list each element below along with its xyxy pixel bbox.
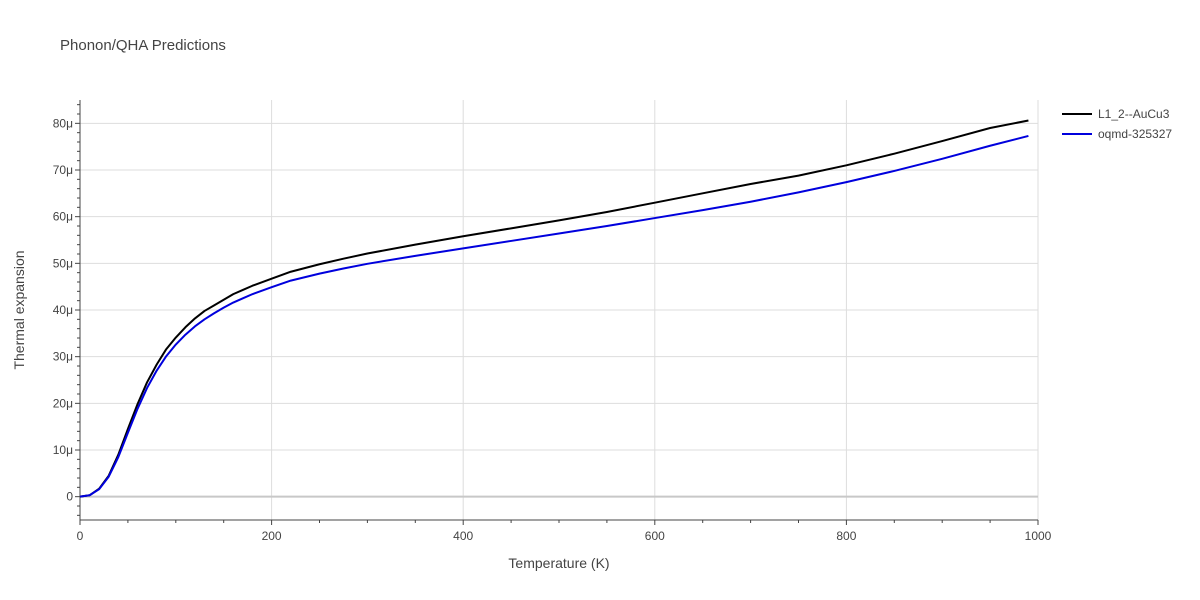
legend-item-2[interactable]: oqmd-325327 — [1062, 127, 1172, 141]
series-line-2[interactable] — [79, 134, 1029, 498]
series-line-1[interactable] — [79, 119, 1029, 498]
x-tick-label: 1000 — [1025, 529, 1052, 543]
y-axis-title: Thermal expansion — [11, 250, 27, 369]
legend-label: oqmd-325327 — [1098, 127, 1172, 141]
grid — [80, 100, 1039, 520]
y-tick-label: 20μ — [53, 396, 73, 410]
y-tick-label: 30μ — [53, 350, 73, 364]
x-tick-label: 400 — [453, 529, 473, 543]
x-tick-label: 200 — [262, 529, 282, 543]
y-tick-label: 0 — [66, 490, 73, 504]
y-tick-label: 70μ — [53, 163, 73, 177]
y-tick-label: 40μ — [53, 303, 73, 317]
legend-label: L1_2--AuCu3 — [1098, 107, 1170, 121]
legend-item-1[interactable]: L1_2--AuCu3 — [1062, 107, 1170, 121]
x-axis-title: Temperature (K) — [508, 555, 609, 571]
y-tick-label: 60μ — [53, 210, 73, 224]
x-tick-label: 0 — [77, 529, 84, 543]
chart-title: Phonon/QHA Predictions — [60, 37, 226, 54]
y-tick-label: 10μ — [53, 443, 73, 457]
x-tick-label: 600 — [645, 529, 665, 543]
y-tick-label: 50μ — [53, 256, 73, 270]
y-tick-label: 80μ — [53, 116, 73, 130]
axes: 0 200 400 600 800 1000 0 10μ 20μ 30μ 40μ 50μ 60μ 70μ 8… — [53, 100, 1052, 543]
legend[interactable]: L1_2--AuCu3 oqmd-325327 — [1062, 107, 1172, 141]
plot-area[interactable] — [79, 119, 1029, 498]
x-tick-label: 800 — [836, 529, 856, 543]
